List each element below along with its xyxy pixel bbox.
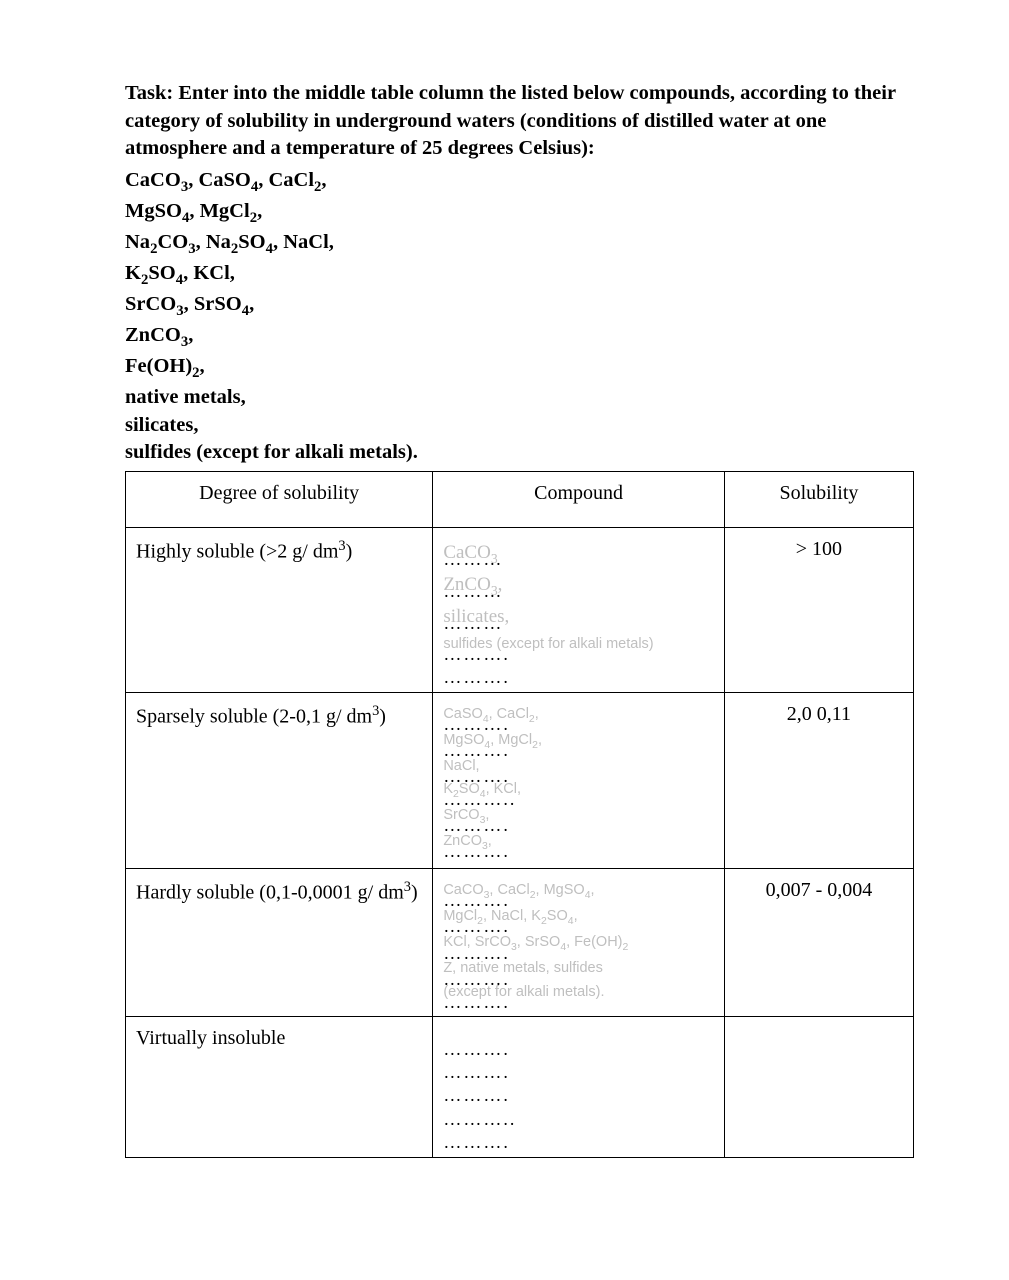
compound-hint-line: ZnCO3,……… [443,570,714,601]
dotted-blank: ………. [443,838,510,866]
dotted-blank: ………. [443,913,510,941]
solubility-cell: 0,007 - 0,004 [724,869,913,1017]
solubility-table: Degree of solubility Compound Solubility… [125,471,914,1158]
solubility-cell [724,1017,913,1157]
degree-cell: Sparsely soluble (2-0,1 g/ dm3) [126,692,433,869]
dotted-blank: ………. [443,887,510,915]
compound-cell[interactable]: CaSO4, CaCl2,……….MgSO4, MgCl2,……….NaCl,…… [433,692,725,869]
page: Task: Enter into the middle table column… [0,0,1009,1218]
compound-list-line: K2SO4, KCl, [125,260,914,291]
compound-list-line: SrCO3, SrSO4, [125,291,914,322]
compound-list-line: silicates, [125,412,914,440]
dotted-blank: ……… [443,546,503,574]
compound-cell[interactable]: ………. ………. ………. ……….. ………. [433,1017,725,1157]
table-row: Virtually insoluble ………. ………. ………. ………..… [126,1017,914,1157]
compound-cell[interactable]: CaCO3, CaCl2, MgSO4,……….MgCl2, NaCl, K2S… [433,869,725,1017]
compound-list-line: Na2CO3, Na2SO4, NaCl, [125,229,914,260]
compound-list-line: sulfides (except for alkali metals). [125,439,914,467]
degree-cell: Hardly soluble (0,1-0,0001 g/ dm3) [126,869,433,1017]
dotted-blank: ……….. [443,786,516,814]
compound-list-line: Fe(OH)2, [125,353,914,384]
compound-hint-line: CaSO4, CaCl2,………. [443,703,714,728]
table-body: Highly soluble (>2 g/ dm3)CaCO3………ZnCO3,… [126,528,914,1158]
col-solubility: Solubility [724,472,913,528]
dotted-blank: ……… [443,610,503,638]
compound-cell[interactable]: CaCO3………ZnCO3,………silicates,………sulfides (… [433,528,725,692]
col-compound: Compound [433,472,725,528]
table-row: Sparsely soluble (2-0,1 g/ dm3)CaSO4, Ca… [126,692,914,869]
compound-hint-line: CaCO3……… [443,538,714,569]
dotted-blank: ………. [443,664,510,692]
dotted-blank: ………. [443,812,510,840]
dotted-blank: ………. [443,737,510,765]
compound-list-line: CaCO3, CaSO4, CaCl2, [125,167,914,198]
degree-cell: Virtually insoluble [126,1017,433,1157]
col-degree: Degree of solubility [126,472,433,528]
dotted-blank: ……… [443,578,503,606]
dotted-blank: ………. [443,989,510,1017]
task-intro: Task: Enter into the middle table column… [125,80,914,163]
compound-hint-line: CaCO3, CaCl2, MgSO4,………. [443,879,714,904]
dotted-blank: ………. [443,1129,510,1157]
solubility-cell: 2,0 0,11 [724,692,913,869]
compound-hint-line: ………. [443,1027,714,1049]
dotted-blank: ………. [443,940,510,968]
table-row: Highly soluble (>2 g/ dm3)CaCO3………ZnCO3,… [126,528,914,692]
compound-list: CaCO3, CaSO4, CaCl2,MgSO4, MgCl2,Na2CO3,… [125,167,914,467]
dotted-blank: ………. [443,711,510,739]
compound-list-line: native metals, [125,384,914,412]
degree-cell: Highly soluble (>2 g/ dm3) [126,528,433,692]
compound-hint-line: silicates,……… [443,602,714,631]
solubility-cell: > 100 [724,528,913,692]
compound-list-line: MgSO4, MgCl2, [125,198,914,229]
table-header-row: Degree of solubility Compound Solubility [126,472,914,528]
table-row: Hardly soluble (0,1-0,0001 g/ dm3)CaCO3,… [126,869,914,1017]
compound-list-line: ZnCO3, [125,322,914,353]
task-intro-text: Task: Enter into the middle table column… [125,82,896,159]
